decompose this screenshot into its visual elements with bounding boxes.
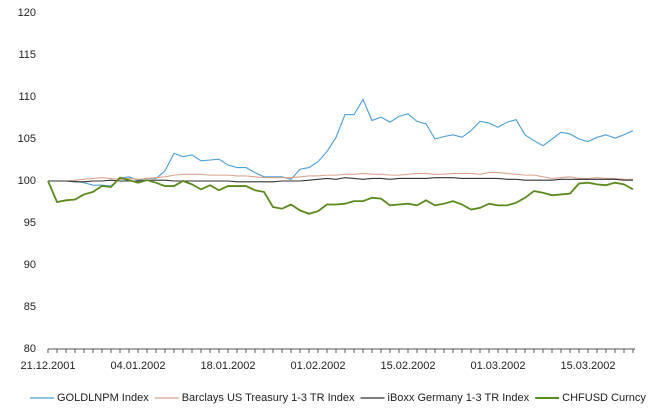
x-tick-label: 18.01.2002 [200,360,255,372]
y-tick-label: 120 [18,7,36,19]
x-tick-label: 15.02.2002 [380,360,435,372]
legend-label: Barclays US Treasury 1-3 TR Index [182,392,355,404]
series-line [47,176,634,215]
series-line [48,172,633,182]
y-tick-label: 100 [18,175,36,187]
legend-label: GOLDLNPM Index [57,392,149,404]
y-tick-label: 80 [24,343,36,355]
y-tick-label: 115 [18,49,36,61]
legend-label: iBoxx Germany 1-3 TR Index [388,392,530,404]
x-tick-label: 21.12.2001 [20,360,75,372]
y-tick-label: 110 [18,91,36,103]
series-line [48,98,634,187]
x-tick-label: 01.03.2002 [470,360,525,372]
x-tick-label: 01.02.2002 [290,360,345,372]
legend-label: CHFUSD Curncy [562,392,646,404]
y-tick-label: 90 [24,259,36,271]
y-tick-label: 85 [24,301,36,313]
y-tick-label: 95 [24,217,36,229]
y-tick-label: 105 [18,133,36,145]
x-tick-label: 15.03.2002 [560,360,615,372]
x-tick-label: 04.01.2002 [110,360,165,372]
